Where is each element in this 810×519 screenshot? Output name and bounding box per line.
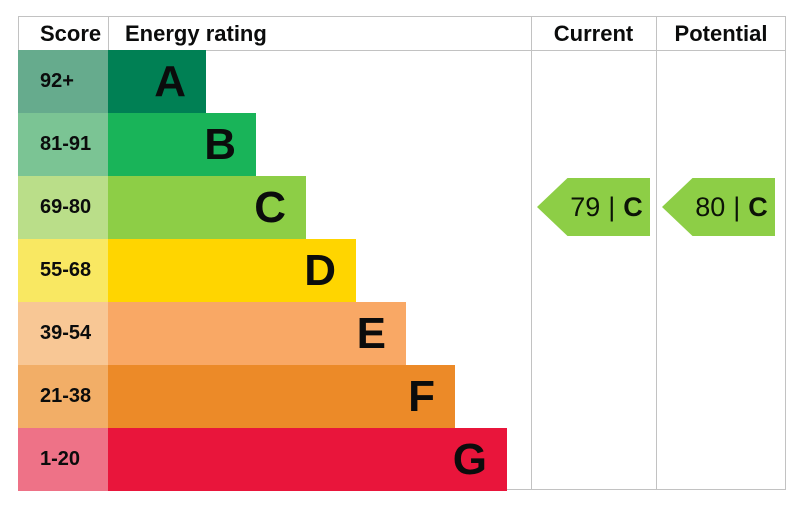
rating-table: Score Energy rating Current Potential 92…: [18, 16, 786, 491]
band-row-b: 81-91 B: [18, 113, 786, 176]
potential-column-divider: [656, 16, 657, 490]
score-range-c: 69-80: [18, 176, 108, 239]
band-row-d: 55-68 D: [18, 239, 786, 302]
current-column-divider: [531, 16, 532, 490]
band-row-c: 69-80 C: [18, 176, 786, 239]
table-right-border: [785, 16, 786, 490]
current-rating-separator: |: [608, 191, 616, 222]
potential-rating-value: 80: [695, 191, 726, 222]
score-range-b: 81-91: [18, 113, 108, 176]
potential-rating-separator: |: [733, 191, 741, 222]
band-bar-d: D: [108, 239, 356, 302]
score-column-header: Score: [40, 21, 102, 46]
band-row-a: 92+ A: [18, 50, 786, 113]
current-column-header: Current: [553, 21, 634, 46]
energy-rating-column-header: Energy rating: [125, 21, 267, 46]
band-bar-f: F: [108, 365, 455, 428]
score-column-divider: [108, 16, 109, 50]
potential-rating-band: C: [748, 191, 768, 222]
header-left-border: [18, 16, 19, 50]
score-range-d: 55-68: [18, 239, 108, 302]
potential-column-header: Potential: [674, 21, 768, 46]
band-row-g: 1-20 G: [18, 428, 786, 491]
band-bar-a: A: [108, 50, 206, 113]
score-range-f: 21-38: [18, 365, 108, 428]
band-bar-e: E: [108, 302, 406, 365]
band-bar-b: B: [108, 113, 256, 176]
band-bar-c: C: [108, 176, 306, 239]
score-range-e: 39-54: [18, 302, 108, 365]
score-range-a: 92+: [18, 50, 108, 113]
band-row-f: 21-38 F: [18, 365, 786, 428]
current-rating-value: 79: [570, 191, 601, 222]
band-bar-g: G: [108, 428, 507, 491]
table-top-border: [18, 16, 786, 17]
header-bottom-border: [18, 50, 786, 51]
score-range-g: 1-20: [18, 428, 108, 491]
band-row-e: 39-54 E: [18, 302, 786, 365]
current-rating-band: C: [623, 191, 643, 222]
